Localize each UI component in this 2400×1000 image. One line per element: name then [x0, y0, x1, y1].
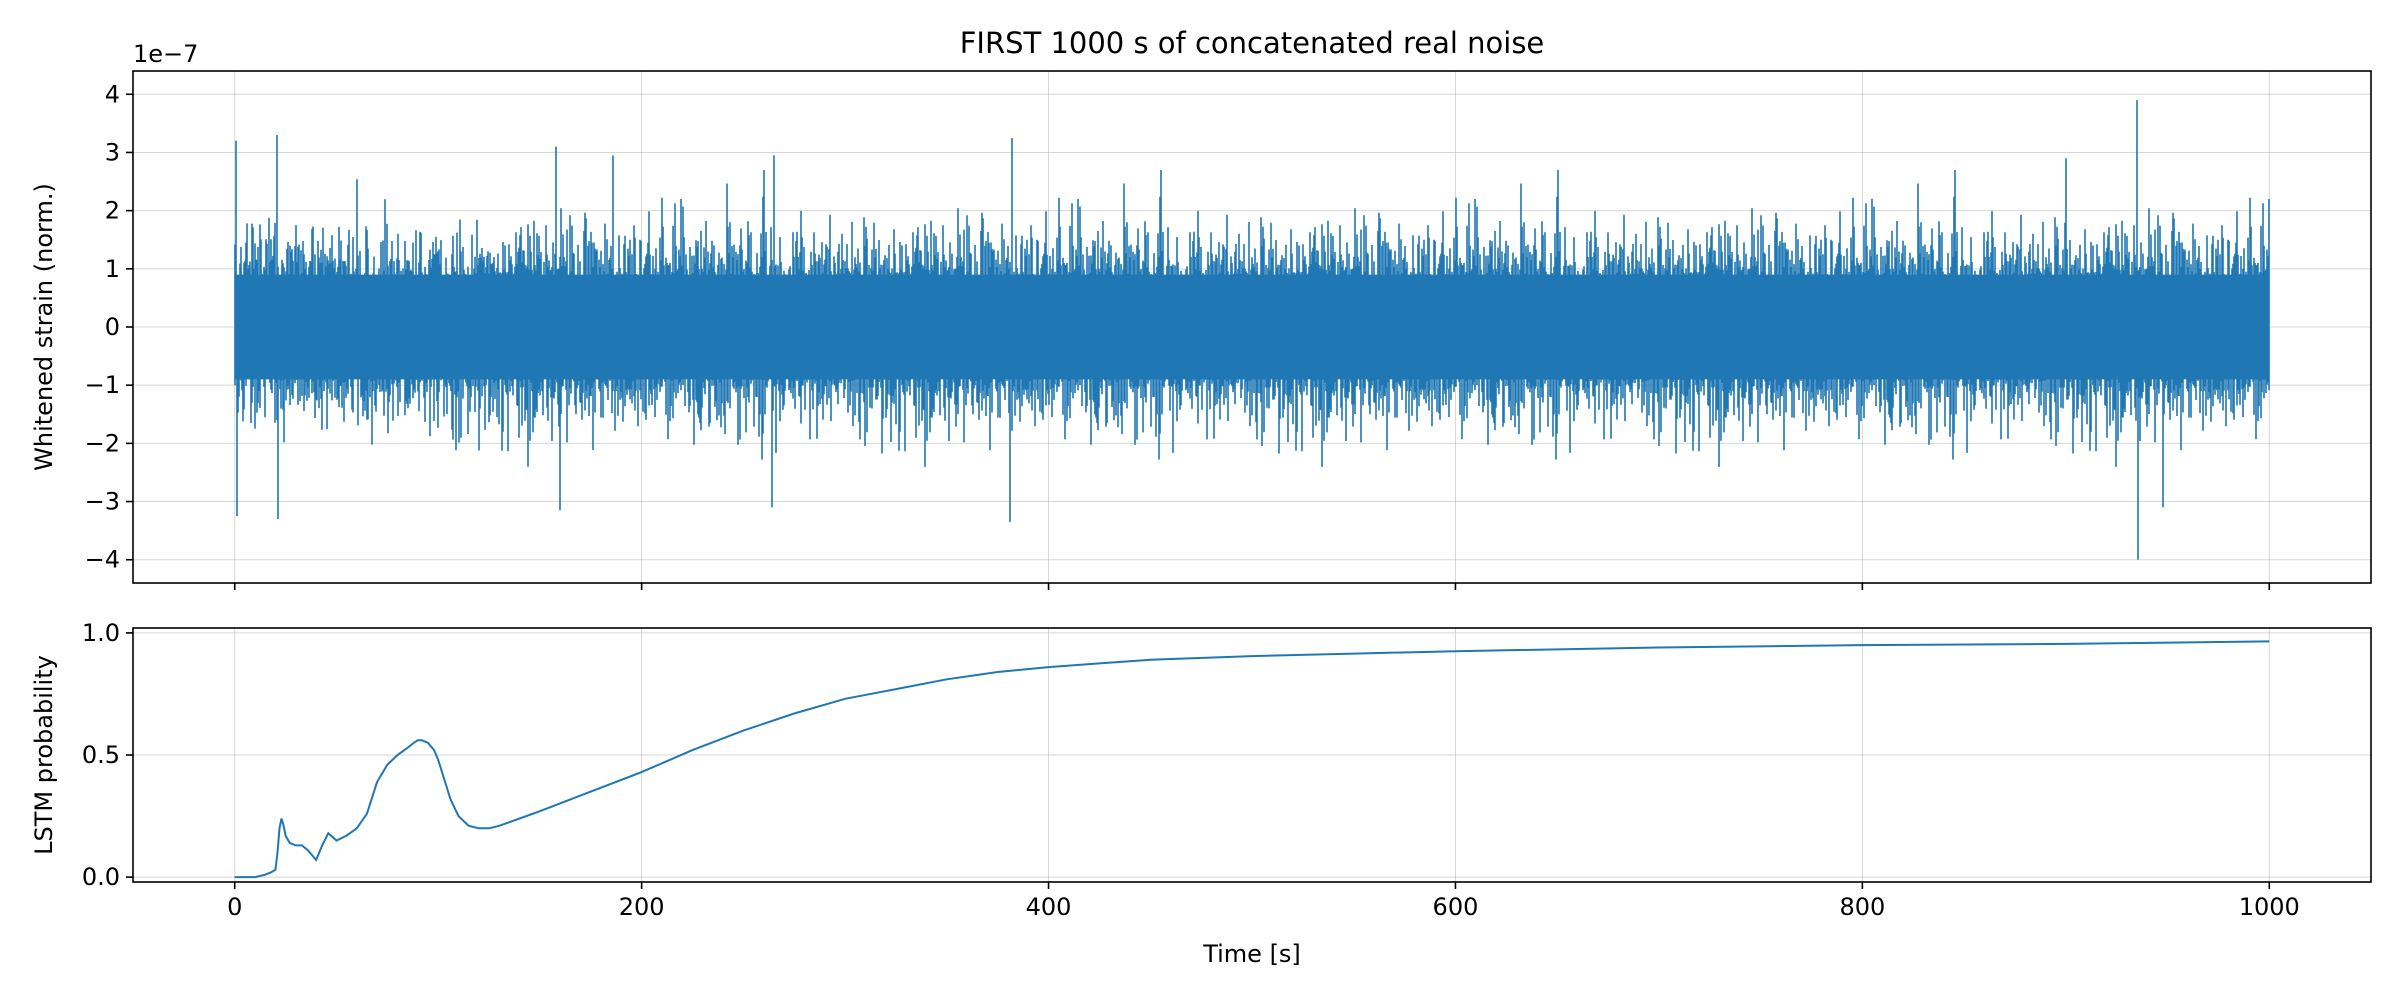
probability-x-tick-label: 0 [227, 893, 242, 921]
probability-ticks: 0 200 400 600 800 1000 0.0 0.5 1.0 [82, 619, 2300, 921]
probability-y-axis-label: LSTM probability [30, 655, 58, 855]
probability-x-tick-label: 1000 [2239, 893, 2300, 921]
probability-y-tick-label: 0.0 [82, 863, 120, 891]
probability-series-line [234, 640, 2270, 879]
chart-title: FIRST 1000 s of concatenated real noise [960, 26, 1545, 60]
strain-y-tick-label: 0 [105, 313, 120, 341]
probability-trace [234, 640, 2270, 879]
probability-x-tick-label: 400 [1026, 893, 1072, 921]
strain-series-core [234, 274, 2270, 380]
probability-panel: 0 200 400 600 800 1000 0.0 0.5 1.0 LSTM probabil… [30, 619, 2372, 968]
strain-y-tick-label: −2 [85, 429, 120, 457]
strain-y-tick-label: −3 [85, 488, 120, 516]
probability-y-tick-label: 1.0 [82, 619, 120, 647]
strain-y-tick-label: 4 [105, 80, 120, 108]
probability-x-tick-label: 600 [1433, 893, 1479, 921]
strain-offset-label: 1e−7 [133, 40, 198, 68]
strain-trace [234, 100, 2270, 560]
strain-ticks: −4 −3 −2 −1 0 1 2 3 4 [85, 80, 2271, 590]
probability-y-tick-label: 0.5 [82, 741, 120, 769]
strain-y-tick-label: −1 [85, 371, 120, 399]
strain-y-tick-label: 2 [105, 197, 120, 225]
probability-grid [133, 628, 2371, 882]
strain-y-tick-label: −4 [85, 546, 120, 574]
strain-panel: −4 −3 −2 −1 0 1 2 3 4 FIRST 1000 s of concatenat… [30, 26, 2372, 590]
x-axis-label: Time [s] [1202, 940, 1301, 968]
strain-y-tick-label: 1 [105, 255, 120, 283]
strain-y-axis-label: Whitened strain (norm.) [30, 183, 58, 471]
strain-y-tick-label: 3 [105, 138, 120, 166]
probability-x-tick-label: 200 [619, 893, 665, 921]
probability-x-tick-label: 800 [1839, 893, 1885, 921]
